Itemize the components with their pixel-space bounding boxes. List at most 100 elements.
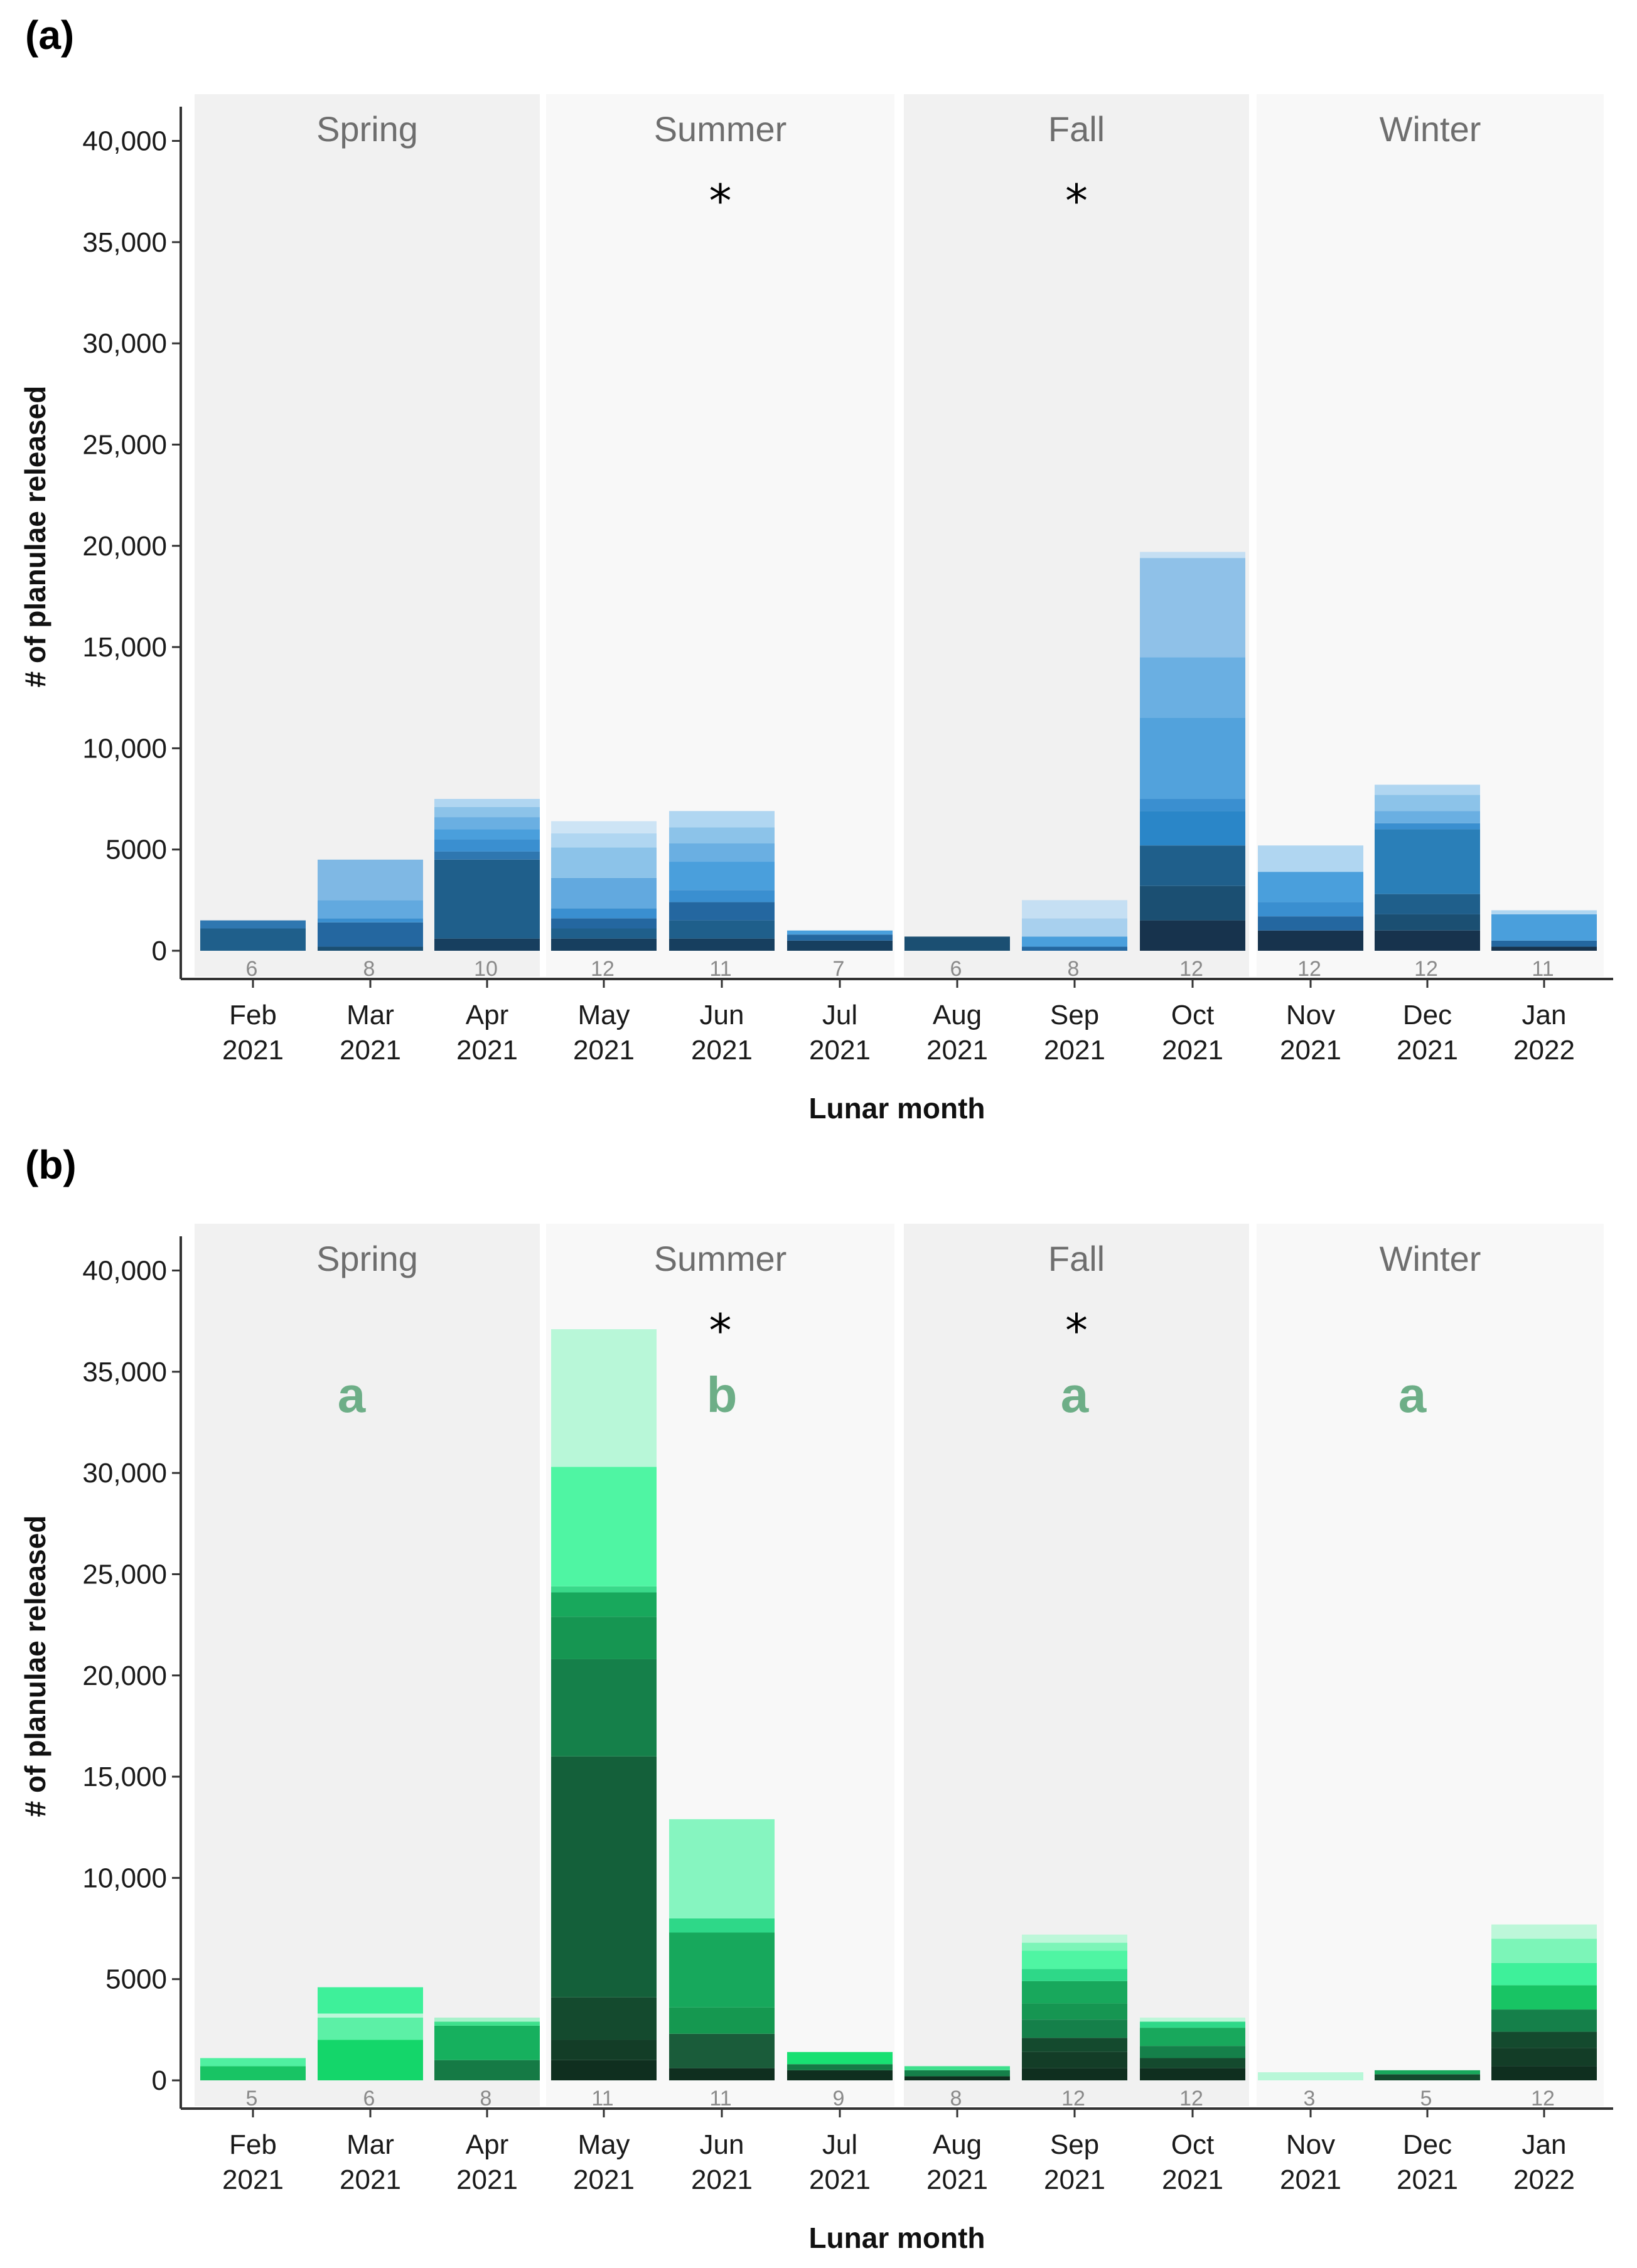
x-axis-title: Lunar month (808, 2222, 985, 2254)
bar-segment (1258, 845, 1363, 872)
x-tick-label-year: 2021 (222, 1035, 284, 1066)
y-tick-label: 10,000 (82, 1863, 167, 1893)
x-tick-label-month: Oct (1171, 1000, 1214, 1030)
bar-segment (551, 1586, 657, 1593)
bar-segment (318, 1987, 423, 2014)
bar-segment (434, 2021, 540, 2026)
season-label: Winter (1380, 109, 1481, 149)
bar-segment (1022, 946, 1127, 951)
bar-segment (669, 902, 775, 921)
bar-segment (1491, 946, 1597, 951)
bar-segment (434, 938, 540, 951)
bar-segment (787, 2051, 893, 2065)
bar-segment (551, 2040, 657, 2060)
bar-segment (1140, 552, 1245, 559)
bar-segment (669, 843, 775, 862)
bar-segment (1140, 885, 1245, 921)
x-tick-label-year: 2021 (1280, 1035, 1341, 1066)
x-tick-label-year: 2021 (1280, 2164, 1341, 2195)
group-letter: a (1061, 1367, 1089, 1423)
x-tick-label-month: Apr (466, 1000, 508, 1030)
sample-size-label: 11 (1532, 957, 1554, 981)
bar-segment (1022, 1981, 1127, 2004)
bar-segment (669, 1932, 775, 2008)
sample-size-label: 8 (950, 2087, 962, 2110)
bar-segment (669, 2007, 775, 2034)
bar-segment (318, 859, 423, 901)
x-tick-label-month: Feb (229, 1000, 277, 1030)
bar-segment (551, 833, 657, 848)
bar-segment (1258, 2072, 1363, 2080)
x-tick-label-month: Feb (229, 2129, 277, 2160)
bar-segment (669, 890, 775, 902)
sample-size-label: 6 (950, 957, 962, 981)
x-tick-label-year: 2021 (573, 1035, 635, 1066)
sample-size-label: 12 (1179, 957, 1203, 981)
season-label: Fall (1048, 1239, 1105, 1278)
bar-segment (318, 2040, 423, 2080)
x-tick-label-year: 2021 (691, 2164, 753, 2195)
y-tick-label: 25,000 (82, 429, 167, 460)
y-tick-label: 35,000 (82, 1357, 167, 1388)
bar-segment (318, 922, 423, 947)
significance-star: * (709, 174, 732, 227)
x-tick-label-month: Jan (1522, 2129, 1567, 2160)
bar-segment (551, 2060, 657, 2080)
bar-segment (1022, 2068, 1127, 2080)
bar-segment (1258, 930, 1363, 951)
bar-segment (1140, 657, 1245, 718)
bar-segment (1140, 558, 1245, 658)
bar-segment (318, 918, 423, 923)
bar-segment (1022, 2019, 1127, 2038)
y-tick-label: 20,000 (82, 1661, 167, 1691)
bar-segment (318, 2013, 423, 2018)
bar-segment (1491, 2009, 1597, 2032)
bar-segment (1140, 799, 1245, 811)
bar-segment (1375, 914, 1480, 931)
sample-size-label: 8 (363, 957, 375, 981)
season-label: Spring (316, 109, 418, 149)
bar-segment (669, 1819, 775, 1918)
bar-segment (1491, 2031, 1597, 2048)
x-tick-label-month: Nov (1286, 1000, 1335, 1030)
bar-segment (904, 2066, 1010, 2070)
x-tick-label-month: Oct (1171, 2129, 1214, 2160)
x-tick-label-year: 2021 (340, 1035, 401, 1066)
x-tick-label-month: May (577, 1000, 630, 1030)
bar-segment (200, 920, 306, 929)
bar-segment (551, 1659, 657, 1757)
bar-segment (787, 940, 893, 951)
y-tick-label: 10,000 (82, 733, 167, 764)
x-tick-label-month: Dec (1403, 2129, 1452, 2160)
season-label: Summer (654, 1239, 787, 1278)
sample-size-label: 12 (1414, 957, 1438, 981)
bar-segment (1491, 910, 1597, 914)
bar-segment (1022, 2003, 1127, 2020)
x-tick-label-month: Jan (1522, 1000, 1567, 1030)
x-tick-label-year: 2021 (1162, 1035, 1223, 1066)
x-tick-label-month: Sep (1050, 1000, 1099, 1030)
sample-size-label: 9 (833, 2087, 845, 2110)
y-tick-label: 30,000 (82, 1458, 167, 1489)
bar-segment (1140, 717, 1245, 800)
sample-size-label: 8 (1068, 957, 1080, 981)
bar-segment (904, 936, 1010, 951)
x-tick-label-year: 2021 (456, 2164, 518, 2195)
bar-segment (1258, 872, 1363, 902)
x-tick-label-year: 2021 (809, 1035, 871, 1066)
season-label: Winter (1380, 1239, 1481, 1278)
bar-segment (200, 2058, 306, 2067)
bar-segment (1022, 1969, 1127, 1981)
season-band-spring (195, 1224, 540, 2106)
sample-size-label: 11 (709, 957, 731, 981)
bar-segment (669, 811, 775, 828)
bar-segment (1491, 1924, 1597, 1939)
bar-segment (669, 2033, 775, 2068)
bar-segment (1022, 1950, 1127, 1969)
x-tick-label-year: 2021 (1397, 1035, 1458, 1066)
bar-segment (551, 908, 657, 919)
bar-segment (551, 1617, 657, 1659)
season-label: Spring (316, 1239, 418, 1278)
bar-segment (318, 900, 423, 919)
